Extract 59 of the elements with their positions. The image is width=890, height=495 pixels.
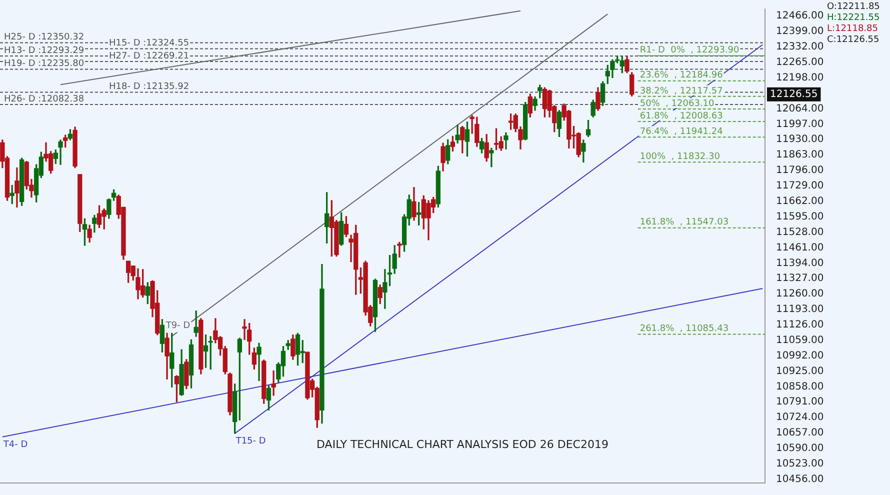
- text: L:12118.85: [827, 24, 878, 34]
- y-tick-label: 12332.00: [776, 42, 824, 53]
- y-tick-label: 10657.00: [776, 428, 824, 439]
- y-tick-label: 11595.00: [776, 211, 824, 222]
- y-tick-label: 12466.00: [776, 10, 824, 22]
- text: C:12126.55: [827, 34, 880, 45]
- y-tick-label: 11126.00: [776, 320, 824, 331]
- ref-line-label: H27- D :12269.21: [109, 51, 190, 62]
- candlestick: [256, 342, 262, 382]
- ref-line-label: 161.8% , 11547.03: [640, 218, 729, 228]
- y-tick-label: 11729.00: [776, 180, 824, 192]
- annotation: T15- D: [234, 436, 266, 446]
- y-tick-label: 12399.00: [776, 26, 824, 38]
- y-tick-label: 11059.00: [776, 334, 824, 346]
- y-tick-label: 12265.00: [776, 57, 824, 68]
- ref-line-label: H19- D :12235.80: [4, 59, 84, 70]
- y-tick-label: 10724.00: [776, 412, 824, 424]
- y-tick-label: 11528.00: [776, 226, 824, 238]
- ref-line-label: 23.6% , 12184.96: [640, 70, 724, 81]
- ref-line-label: H25- D :12350.32: [4, 32, 84, 43]
- y-tick-label: 11662.00: [776, 196, 824, 208]
- y-tick-label: 11796.00: [776, 165, 824, 176]
- y-tick-label: 11260.00: [776, 288, 824, 300]
- candlestick: [489, 148, 494, 168]
- annotation: T9- D: [164, 321, 190, 332]
- y-tick-label: 11193.00: [776, 304, 824, 316]
- ref-line-label: H18- D :12135.92: [109, 82, 190, 92]
- y-tick-label: 10456.00: [776, 474, 824, 485]
- y-tick-label: 10523.00: [776, 458, 824, 470]
- ref-line-label: 76.4% , 11941.24: [640, 126, 724, 137]
- text: O:12211.85: [827, 2, 880, 12]
- text: DAILY TECHNICAL CHART ANALYSIS EOD 26 DEC2019: [316, 438, 608, 451]
- y-tick-label: 11930.00: [776, 134, 824, 146]
- y-tick-label: 10590.00: [776, 443, 824, 454]
- y-tick-label: 11394.00: [776, 258, 824, 269]
- annotation: T4- D: [2, 440, 28, 450]
- y-tick-label: 12198.00: [776, 72, 824, 84]
- candlestick: [397, 242, 402, 258]
- ref-line-label: 100% , 11832.30: [640, 152, 720, 162]
- ref-line-label: R1- D 0% , 12293.90: [640, 46, 740, 56]
- y-tick-label: 11461.00: [776, 242, 824, 254]
- y-tick-label: 10925.00: [776, 366, 824, 377]
- ref-line-label: H13- D :12293.29: [4, 46, 84, 56]
- candlestick: [271, 370, 276, 396]
- ref-line-label: 261.8% , 11085.43: [640, 324, 729, 334]
- y-tick-label: 12064.00: [776, 103, 824, 114]
- y-tick-label: 10791.00: [776, 396, 824, 408]
- ref-line-label: H26- D :12082.38: [4, 94, 84, 104]
- y-tick-label: 11997.00: [776, 118, 824, 130]
- y-tick-label: 11863.00: [776, 150, 824, 161]
- ref-line-label: 50% , 12063.10: [640, 98, 715, 109]
- ref-line-label: 61.8% , 12008.63: [640, 111, 723, 122]
- y-tick-label: 11327.00: [776, 273, 824, 284]
- text: H:12221.55: [827, 12, 880, 23]
- y-tick-label: 10858.00: [776, 381, 824, 392]
- ref-line-label: H15- D :12324.55: [109, 38, 190, 49]
- ref-line-label: 38.2% , 12117.57: [640, 86, 723, 96]
- y-tick-label: 10992.00: [776, 350, 824, 362]
- text: 12126.55: [770, 88, 818, 100]
